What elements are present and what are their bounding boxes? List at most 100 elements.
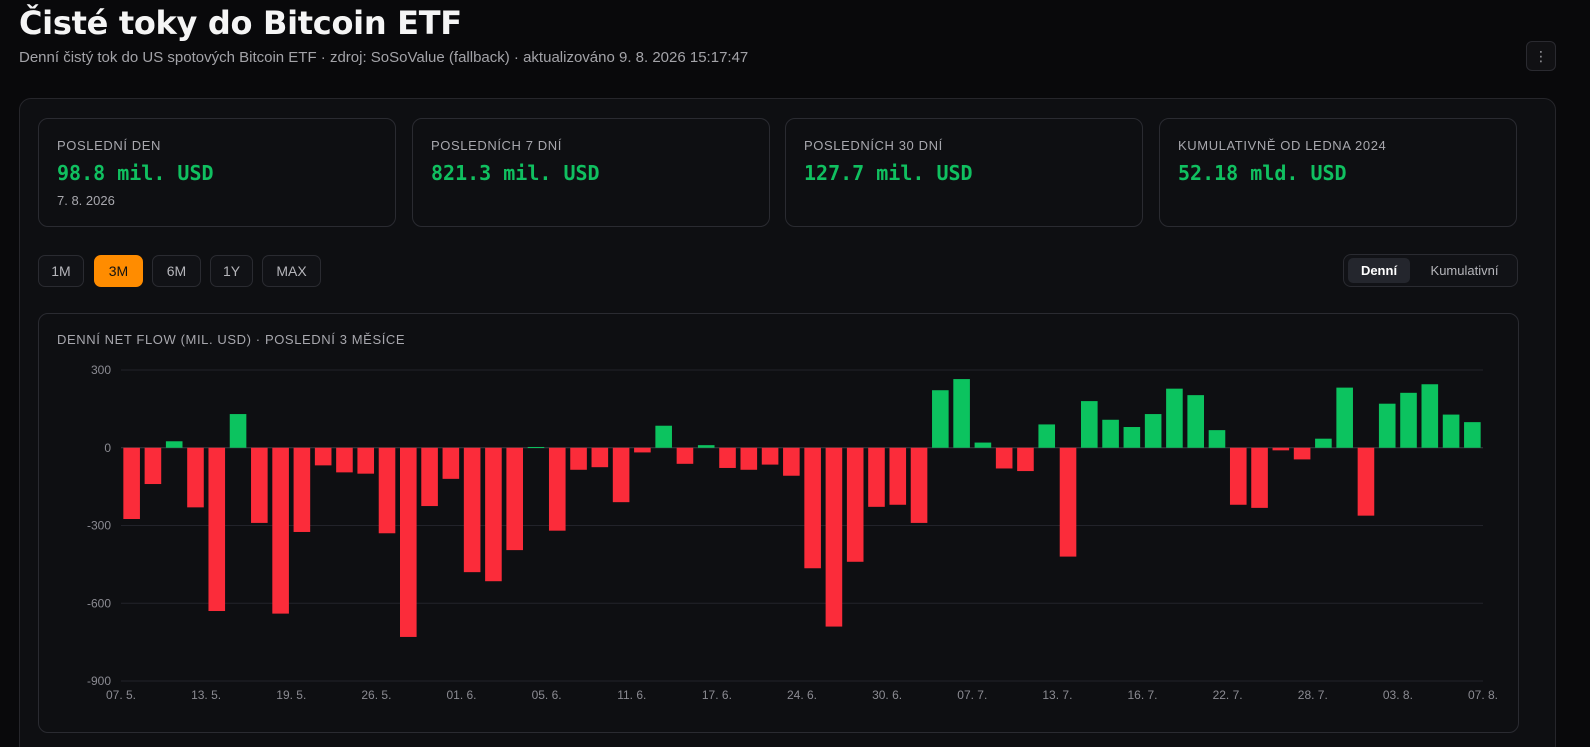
chart-bar[interactable] [1272,447,1290,451]
x-tick-label: 22. 7. [1213,688,1243,702]
chart-bar[interactable] [804,447,821,569]
chart-bar[interactable] [336,447,353,473]
chart-bar[interactable] [697,445,715,448]
view-option-daily[interactable]: Denní [1348,258,1410,283]
chart-bar[interactable] [676,447,694,464]
chart-bar[interactable] [1059,447,1077,557]
x-tick-label: 03. 8. [1383,688,1413,702]
stat-value: 127.7 mil. USD [804,161,973,185]
stat-card-7-days: POSLEDNÍCH 7 DNÍ 821.3 mil. USD [412,118,770,227]
view-toggle: Denní Kumulativní [1343,254,1518,287]
chart-bar[interactable] [251,447,268,523]
chart-bar[interactable] [527,446,545,448]
chart-bar[interactable] [591,447,609,468]
chart-bar[interactable] [1442,414,1460,448]
y-tick-label: -300 [87,519,111,533]
chart-bar[interactable] [570,447,587,470]
chart-bar[interactable] [485,447,502,582]
chart-bar[interactable] [123,447,140,520]
chart-bar[interactable] [378,447,396,534]
more-menu-button[interactable]: ⋮ [1526,41,1556,71]
x-tick-label: 28. 7. [1298,688,1328,702]
chart-bar[interactable] [846,447,864,562]
chart-bar[interactable] [1357,447,1375,516]
chart-bar[interactable] [463,447,481,573]
view-option-cumulative[interactable]: Kumulativní [1430,263,1499,278]
chart-bar[interactable] [1293,447,1311,460]
chart-bar[interactable] [1081,401,1098,448]
stat-label: POSLEDNÍ DEN [57,138,162,153]
chart-bar[interactable] [634,447,651,453]
range-button-3m[interactable]: 3M [94,255,143,287]
chart-bar[interactable] [272,447,289,614]
chart-bar[interactable] [1229,447,1247,505]
stat-value: 821.3 mil. USD [431,161,600,185]
more-vertical-icon: ⋮ [1534,47,1548,64]
chart-bar[interactable] [421,447,438,507]
x-tick-label: 05. 6. [532,688,562,702]
chart-bar[interactable] [1017,447,1034,472]
chart-bar[interactable] [910,447,928,523]
stat-label: KUMULATIVNĚ OD LEDNA 2024 [1178,138,1387,153]
chart-bar[interactable] [229,414,247,448]
stat-date: 7. 8. 2026 [57,193,115,208]
chart-bar[interactable] [400,447,417,637]
y-tick-label: 0 [104,441,111,455]
chart-bar[interactable] [974,442,992,448]
chart-bar[interactable] [165,441,183,448]
x-tick-label: 07. 7. [957,688,987,702]
x-tick-label: 16. 7. [1127,688,1157,702]
chart-bar[interactable] [868,447,885,507]
chart-bar[interactable] [1187,395,1204,448]
chart-bar[interactable] [314,447,332,466]
stat-card-last-day: POSLEDNÍ DEN 98.8 mil. USD 7. 8. 2026 [38,118,396,227]
chart-bar[interactable] [1421,384,1439,448]
x-tick-label: 07. 5. [106,688,136,702]
chart-bar[interactable] [1166,388,1183,448]
chart-bar[interactable] [187,447,204,508]
chart-bar[interactable] [1123,427,1141,448]
chart-bar[interactable] [761,447,779,465]
chart-container: DENNÍ NET FLOW (MIL. USD) · POSLEDNÍ 3 M… [38,313,1519,733]
chart-bar[interactable] [1315,438,1332,448]
chart-bar[interactable] [1464,422,1481,448]
chart-bar[interactable] [1400,392,1417,448]
range-button-1m[interactable]: 1M [38,255,84,287]
chart-bar[interactable] [655,425,672,448]
chart-bar[interactable] [1102,419,1119,448]
chart-bar[interactable] [612,447,630,503]
range-button-6m[interactable]: 6M [152,255,201,287]
y-tick-label: -600 [87,596,111,610]
x-tick-label: 07. 8. [1468,688,1498,702]
chart-bar[interactable] [825,447,843,627]
chart-bar[interactable] [1144,414,1162,448]
chart-bar[interactable] [208,447,226,612]
chart-bar[interactable] [1336,387,1353,448]
chart-bar[interactable] [293,447,311,532]
chart-bar[interactable] [1038,424,1056,448]
range-button-1y[interactable]: 1Y [210,255,253,287]
chart-bar[interactable] [1208,430,1226,448]
chart-bar[interactable] [995,447,1013,469]
x-tick-label: 11. 6. [617,688,646,702]
chart-bar[interactable] [1251,447,1268,508]
stat-value: 52.18 mld. USD [1178,161,1347,185]
y-tick-label: 300 [91,363,111,377]
chart-bar[interactable] [953,379,970,448]
chart-bar[interactable] [932,390,949,448]
chart-bar[interactable] [548,447,566,531]
chart-bar[interactable] [357,447,375,474]
chart-bar[interactable] [889,447,907,505]
chart-bar[interactable] [740,447,758,470]
chart-bar[interactable] [506,447,523,551]
chart-bar[interactable] [442,447,460,479]
stat-value: 98.8 mil. USD [57,161,214,185]
chart-bar[interactable] [1378,403,1396,448]
chart-bar[interactable] [719,447,736,468]
chart-bar[interactable] [144,447,162,485]
chart-title: DENNÍ NET FLOW (MIL. USD) · POSLEDNÍ 3 M… [57,332,406,347]
range-button-max[interactable]: MAX [262,255,321,287]
main-panel: POSLEDNÍ DEN 98.8 mil. USD 7. 8. 2026 PO… [19,98,1556,747]
chart-bar[interactable] [783,447,800,476]
x-tick-label: 17. 6. [702,688,732,702]
